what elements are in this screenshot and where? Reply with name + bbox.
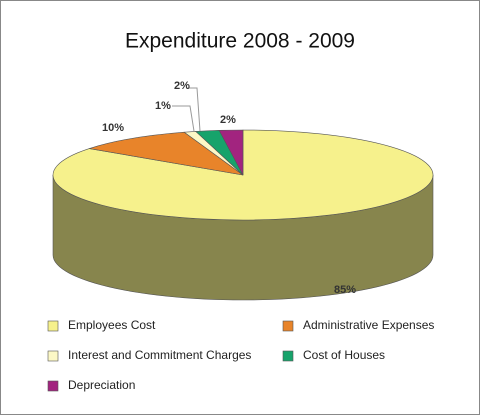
slice <box>89 131 244 176</box>
pie <box>52 129 434 301</box>
data-label: 10% <box>102 122 124 134</box>
data-label: 85% <box>334 284 356 296</box>
legend-swatch <box>47 350 59 362</box>
chart-title: Expenditure 2008 - 2009 <box>125 30 355 53</box>
legend-label: Depreciation <box>68 378 135 392</box>
legend-swatch <box>282 350 294 362</box>
legend-swatch <box>47 320 59 332</box>
legend-label: Interest and Commitment Charges <box>68 348 251 362</box>
leader-line <box>172 105 195 132</box>
slice <box>218 129 244 176</box>
leader-line <box>187 87 201 132</box>
legend-label: Cost of Houses <box>303 348 385 362</box>
data-label: 2% <box>220 114 236 126</box>
data-label: 2% <box>174 80 190 92</box>
legend-swatch <box>282 320 294 332</box>
data-label: 1% <box>155 100 171 112</box>
legend-label: Employees Cost <box>68 318 156 332</box>
legend-swatch <box>47 380 59 392</box>
legend-label: Administrative Expenses <box>303 318 434 332</box>
